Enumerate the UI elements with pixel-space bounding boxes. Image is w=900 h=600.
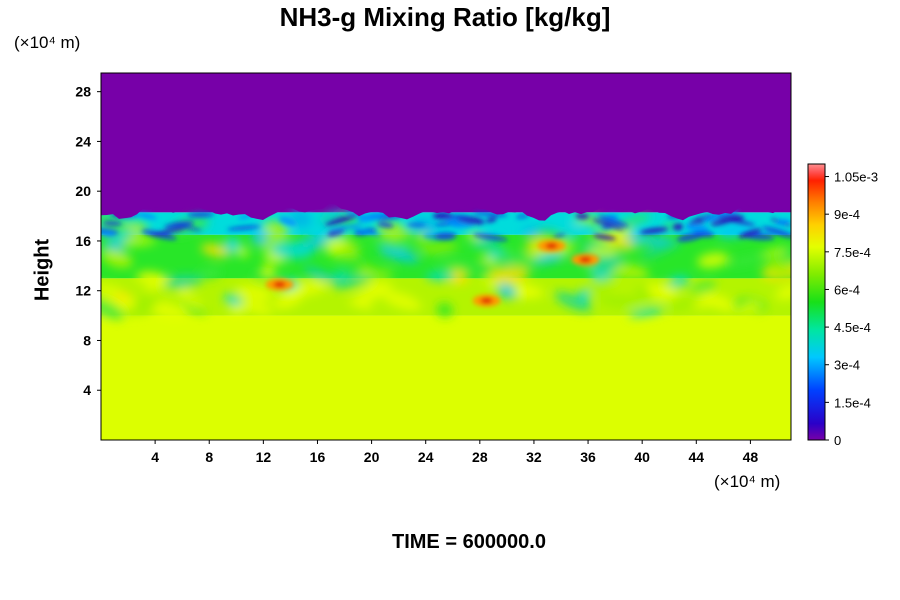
- x-tick-label: 24: [418, 449, 434, 465]
- hotspot-core-0: [273, 281, 286, 288]
- y-tick-label: 20: [75, 183, 91, 199]
- plot-frame: [100, 72, 792, 441]
- y-tick-label: 28: [75, 84, 91, 100]
- colorbar-tick-label: 3e-4: [834, 358, 860, 373]
- region-band-0: [101, 315, 791, 440]
- time-label: TIME = 600000.0: [392, 531, 546, 553]
- x-tick-label: 20: [364, 449, 380, 465]
- field-layer: [101, 73, 791, 440]
- x-tick-label: 4: [151, 449, 159, 465]
- x-tick-label: 36: [580, 449, 596, 465]
- x-tick-label: 12: [256, 449, 272, 465]
- interface-streaks: [101, 210, 791, 242]
- y-tick-label: 16: [75, 233, 91, 249]
- colorbar-ticks: 0 1.5e-4 3e-4 4.5e-4 6e-4 7.5e-4 9e-4 1.05e-3: [825, 170, 878, 448]
- x-axis-unit: (×10⁴ m): [714, 472, 781, 491]
- colorbar-tick-label: 0: [834, 433, 841, 448]
- y-tick-label: 8: [83, 332, 91, 348]
- colorbar: [807, 163, 826, 441]
- colorbar-tick-label: 9e-4: [834, 207, 860, 222]
- x-tick-label: 44: [689, 449, 705, 465]
- y-axis-ticks: 4 8 12 16 20 24 28: [75, 84, 101, 398]
- x-tick-label: 48: [743, 449, 759, 465]
- x-tick-label: 40: [634, 449, 650, 465]
- colorbar-tick-label: 6e-4: [834, 282, 860, 297]
- upper-layer: [101, 73, 791, 221]
- colorbar-tick-label: 4.5e-4: [834, 320, 871, 335]
- hotspot-core-1: [480, 297, 493, 304]
- x-tick-label: 28: [472, 449, 488, 465]
- x-axis-ticks: 4 8 12 16 20 24 28 32 36 40 44 48: [151, 440, 758, 465]
- hotspot-core-2: [545, 242, 558, 249]
- hotspots: [265, 239, 600, 307]
- hotspot-core-3: [579, 256, 592, 263]
- colorbar-tick-label: 7.5e-4: [834, 245, 871, 260]
- y-tick-label: 24: [75, 133, 91, 149]
- colorbar-tick-label: 1.5e-4: [834, 395, 871, 410]
- colorbar-tick-label: 1.05e-3: [834, 170, 878, 185]
- chart-title: NH3-g Mixing Ratio [kg/kg]: [279, 2, 611, 32]
- x-tick-label: 8: [205, 449, 213, 465]
- x-tick-label: 32: [526, 449, 542, 465]
- y-tick-label: 4: [83, 382, 91, 398]
- y-axis-unit: (×10⁴ m): [14, 33, 81, 52]
- y-tick-label: 12: [75, 283, 91, 299]
- x-tick-label: 16: [310, 449, 326, 465]
